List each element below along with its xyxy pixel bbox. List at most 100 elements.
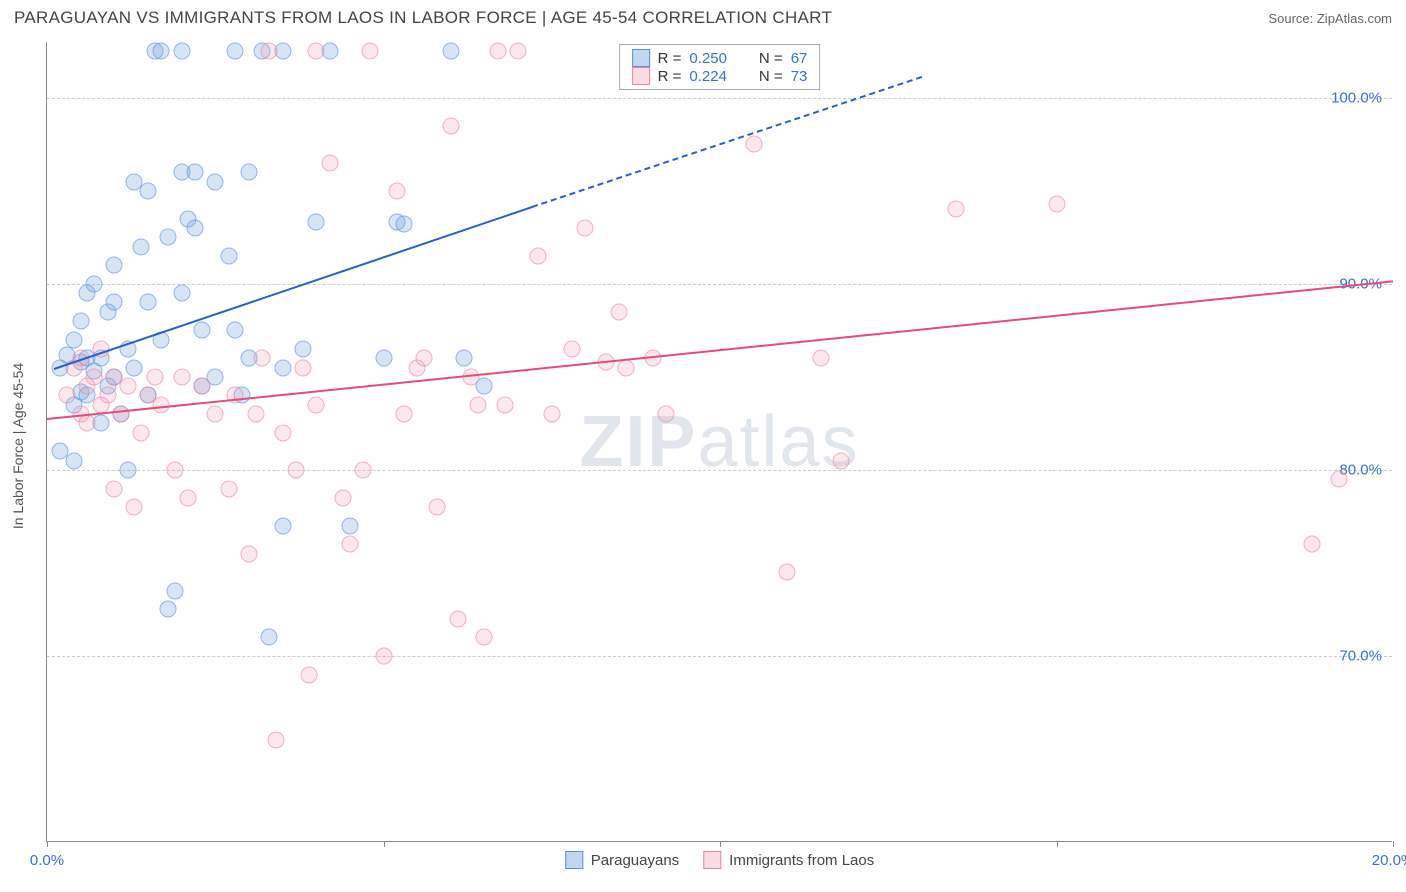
data-point [220,247,237,264]
data-point [469,396,486,413]
data-point [274,517,291,534]
data-point [577,220,594,237]
data-point [449,610,466,627]
data-point [489,43,506,60]
data-point [1048,195,1065,212]
data-point [395,216,412,233]
y-tick-label: 70.0% [1339,647,1382,664]
data-point [812,350,829,367]
data-point [429,499,446,516]
data-point [173,368,190,385]
n-label: N = [759,50,783,67]
data-point [187,220,204,237]
x-tick [1057,841,1058,847]
data-point [106,480,123,497]
y-axis-label: In Labor Force | Age 45-54 [10,363,26,529]
legend-item: Paraguayans [565,851,679,869]
data-point [126,359,143,376]
data-point [267,731,284,748]
n-value: 67 [791,50,808,67]
data-point [227,387,244,404]
data-point [72,313,89,330]
data-point [274,359,291,376]
data-point [133,424,150,441]
data-point [321,154,338,171]
chart-area: ZIPatlas 70.0%80.0%90.0%100.0%0.0%20.0%R… [46,42,1392,842]
data-point [254,350,271,367]
data-point [207,173,224,190]
data-point [166,461,183,478]
plot-surface: ZIPatlas 70.0%80.0%90.0%100.0%0.0%20.0%R… [46,42,1392,842]
data-point [193,378,210,395]
data-point [833,452,850,469]
data-point [947,201,964,218]
data-point [563,340,580,357]
data-point [126,173,143,190]
legend-swatch [565,851,583,869]
data-point [294,340,311,357]
data-point [119,461,136,478]
data-point [1304,536,1321,553]
legend-row: R = 0.224N = 73 [632,67,808,85]
trend-line [53,206,531,370]
data-point [146,368,163,385]
r-value: 0.250 [689,50,727,67]
data-point [510,43,527,60]
data-point [388,182,405,199]
data-point [173,43,190,60]
data-point [301,666,318,683]
data-point [476,629,493,646]
data-point [1331,471,1348,488]
r-value: 0.224 [689,68,727,85]
data-point [308,396,325,413]
legend-swatch [703,851,721,869]
data-point [113,406,130,423]
data-point [227,43,244,60]
x-tick [720,841,721,847]
data-point [308,214,325,231]
data-point [65,331,82,348]
n-value: 73 [791,68,808,85]
data-point [456,350,473,367]
data-point [496,396,513,413]
legend-row: R = 0.250 N = 67 [632,49,808,67]
data-point [133,238,150,255]
data-point [530,247,547,264]
data-point [341,536,358,553]
data-point [65,452,82,469]
legend-swatch [632,49,650,67]
gridline [47,656,1392,657]
data-point [375,350,392,367]
r-label: R = [658,50,682,67]
data-point [240,545,257,562]
data-point [375,647,392,664]
data-point [442,117,459,134]
x-tick [384,841,385,847]
data-point [611,303,628,320]
data-point [341,517,358,534]
legend-item: Immigrants from Laos [703,851,874,869]
data-point [173,285,190,302]
data-point [415,350,432,367]
data-point [247,406,264,423]
data-point [220,480,237,497]
data-point [355,461,372,478]
data-point [193,322,210,339]
data-point [294,359,311,376]
x-tick [47,841,48,847]
chart-title: PARAGUAYAN VS IMMIGRANTS FROM LAOS IN LA… [14,8,832,28]
gridline [47,470,1392,471]
data-point [617,359,634,376]
data-point [227,322,244,339]
data-point [779,564,796,581]
r-label: R = [658,68,682,85]
gridline [47,98,1392,99]
data-point [395,406,412,423]
data-point [160,601,177,618]
data-point [240,164,257,181]
data-point [59,387,76,404]
data-point [335,489,352,506]
data-point [79,415,96,432]
data-point [442,43,459,60]
y-tick-label: 100.0% [1331,89,1382,106]
